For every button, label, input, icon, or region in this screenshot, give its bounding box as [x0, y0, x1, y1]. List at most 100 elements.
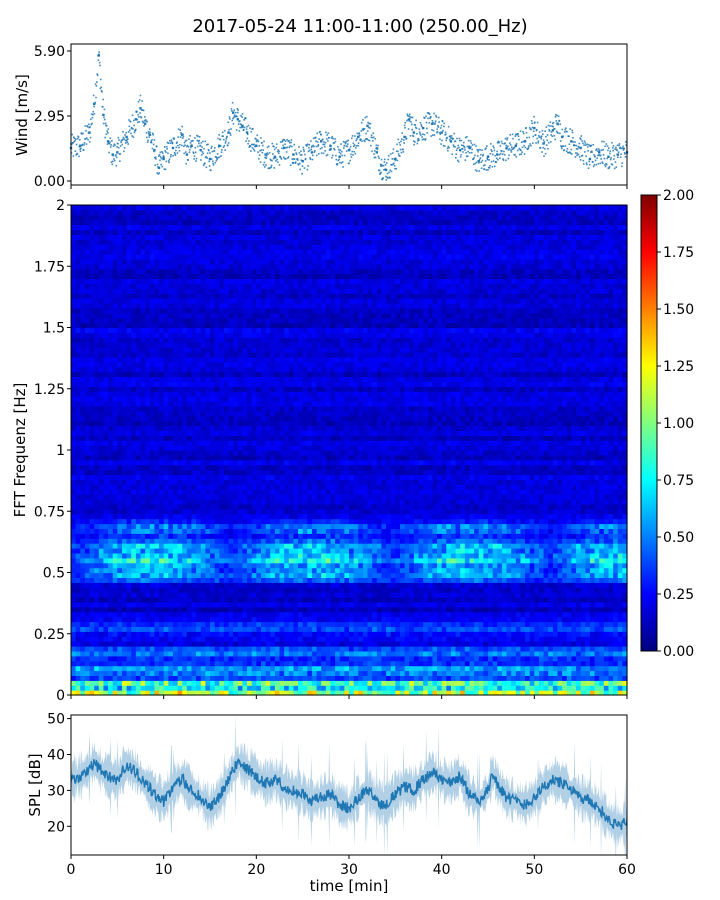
spectrogram-cell: [358, 680, 364, 686]
spectrogram-cell: [413, 567, 420, 574]
spectrogram-cell: [409, 655, 415, 662]
spectrogram-cell: [251, 606, 257, 613]
spectrogram-cell: [98, 601, 105, 608]
spectrogram-cell: [256, 572, 262, 578]
spectrogram-cell: [617, 690, 623, 696]
wind-point: [511, 133, 514, 136]
spectrogram-cell: [557, 587, 563, 593]
spectrogram-cell: [237, 680, 244, 686]
wind-point: [406, 113, 409, 116]
spectrogram-cell: [399, 592, 406, 598]
spectrogram-cell: [608, 597, 614, 603]
wind-point: [251, 147, 254, 149]
spectrogram-cell: [219, 631, 225, 637]
spectrogram-cell: [172, 665, 179, 672]
spectrogram-cell: [251, 557, 257, 564]
spectrogram-cell: [293, 582, 299, 588]
wind-point: [158, 172, 160, 174]
spectrogram-cell: [381, 690, 387, 696]
spectrogram-cell: [548, 587, 554, 593]
spectrogram-cell: [103, 577, 109, 583]
spectrogram-cell: [293, 567, 299, 574]
wind-point: [473, 143, 476, 146]
spectrogram-cell: [557, 621, 563, 627]
spectrogram-cell: [307, 621, 313, 627]
spectrogram-cell: [552, 650, 559, 657]
spectrogram-cell: [75, 675, 81, 681]
spectrogram-cell: [576, 616, 582, 623]
spectrogram-cell: [511, 665, 517, 672]
spectrogram-cell: [311, 577, 318, 583]
wind-point: [509, 134, 512, 136]
wind-point: [389, 177, 391, 179]
wind-point: [460, 153, 462, 156]
spectrogram-cell: [270, 567, 276, 574]
spectrogram-cell: [492, 641, 498, 647]
spectrogram-cell: [159, 601, 165, 608]
spectrogram-cell: [525, 611, 531, 618]
spectrogram-cell: [205, 621, 211, 627]
spectrogram-cell: [580, 646, 586, 652]
spectrogram-cell: [145, 680, 151, 686]
spectrogram-cell: [131, 685, 137, 691]
spectrogram-cell: [497, 567, 503, 574]
wind-point: [582, 163, 585, 165]
spectrogram-cell: [525, 660, 531, 667]
wind-point: [158, 153, 161, 156]
spectrogram-cell: [488, 606, 494, 613]
wind-point: [463, 145, 465, 148]
spectrogram-cell: [358, 587, 364, 593]
spectrogram-cell: [149, 601, 155, 608]
spectrogram-cell: [492, 646, 498, 652]
spectrogram-cell: [469, 685, 475, 691]
spectrogram-cell: [307, 685, 313, 691]
wind-point: [211, 145, 213, 148]
spectrogram-cell: [520, 646, 526, 652]
spectrogram-cell: [469, 587, 475, 593]
spectrogram-cell: [576, 562, 582, 569]
spectrogram-cell: [474, 621, 480, 627]
spectrogram-cell: [413, 660, 420, 667]
spectrogram-cell: [84, 557, 91, 564]
spectrogram-cell: [469, 621, 475, 627]
spectrogram-cell: [474, 660, 480, 667]
spectrogram-cell: [205, 597, 211, 603]
spectrogram-cell: [520, 567, 526, 574]
wind-point: [416, 140, 419, 142]
spectrogram-cell: [288, 572, 294, 578]
spectrogram-cell: [395, 655, 401, 662]
wind-point: [573, 144, 576, 147]
wind-point: [162, 157, 165, 161]
wind-point: [300, 150, 302, 153]
wind-point: [432, 121, 434, 124]
spectrogram-cell: [298, 655, 304, 662]
wind-point: [436, 131, 439, 133]
spectrogram-cell: [270, 616, 276, 623]
wind-point: [204, 162, 206, 165]
spectrogram-cell: [349, 601, 355, 608]
spectrogram-cell: [571, 552, 577, 559]
spectrogram-cell: [441, 626, 447, 632]
spectrogram-cell: [302, 621, 308, 627]
wind-point: [500, 140, 503, 143]
spectrogram-cell: [418, 646, 424, 652]
spectrogram-cell: [330, 690, 336, 696]
spectrogram-cell: [589, 557, 596, 564]
wind-point: [256, 134, 259, 137]
spectrogram-cell: [464, 572, 471, 578]
spectrogram-cell: [330, 616, 336, 623]
spectrogram-cell: [580, 552, 586, 559]
spectrogram-cell: [418, 582, 424, 588]
wind-point: [597, 154, 599, 157]
spectrogram-cell: [474, 611, 480, 618]
wind-point: [414, 126, 417, 129]
spectrogram-cell: [534, 680, 540, 686]
spectrogram-cell: [112, 587, 118, 593]
spectrogram-cell: [168, 557, 174, 564]
wind-point: [434, 122, 436, 124]
wind-point: [335, 154, 337, 157]
spectrogram-cell: [242, 567, 248, 574]
spectrogram-cell: [168, 636, 174, 642]
spectrogram-cell: [145, 562, 151, 569]
spectrogram-cell: [492, 611, 498, 618]
